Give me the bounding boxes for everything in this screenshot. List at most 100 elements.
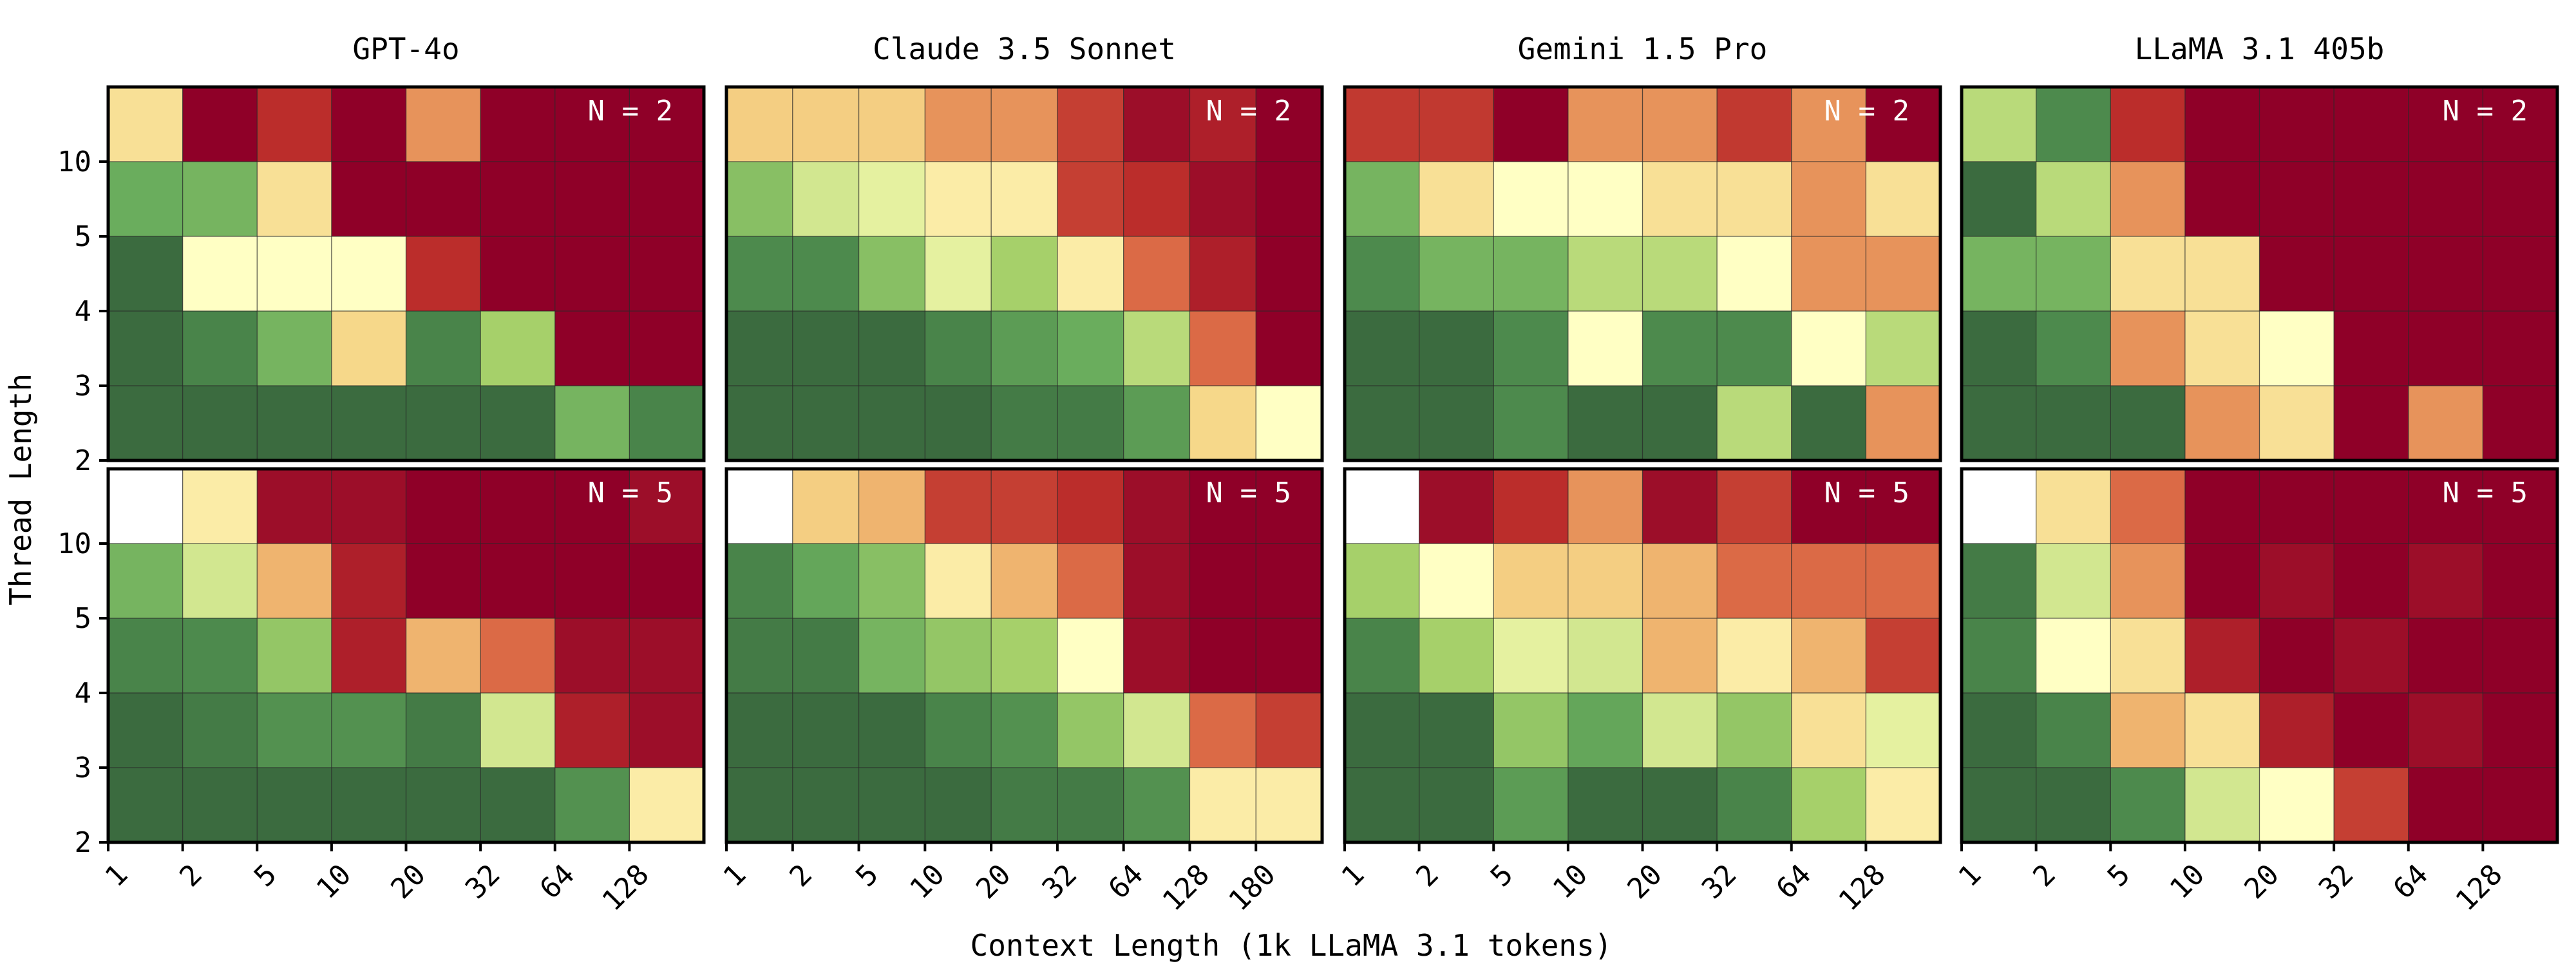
heatmap-cell [1123, 618, 1190, 694]
heatmap-cell [1057, 469, 1124, 544]
heatmap-cell [406, 469, 481, 544]
heatmap-cell [1717, 693, 1792, 768]
heatmap-cell [2184, 693, 2260, 768]
heatmap-cell [2259, 311, 2334, 386]
heatmap-cell [1962, 162, 2037, 237]
heatmap-cell [480, 618, 556, 694]
heatmap-cell [726, 469, 793, 544]
heatmap-cell [858, 618, 925, 694]
heatmap-cell [1791, 162, 1866, 237]
heatmap-cell [2036, 544, 2111, 619]
heatmap-cell [2483, 693, 2558, 768]
heatmap-cell [858, 469, 925, 544]
heatmap-cell [1866, 768, 1941, 843]
heatmap-cell [629, 469, 705, 544]
heatmap-cell [629, 236, 705, 312]
heatmap-cell [1189, 162, 1256, 237]
heatmap-cell [182, 87, 258, 162]
heatmap-cell [2408, 469, 2483, 544]
heatmap-cell [925, 87, 992, 162]
heatmap-cell [858, 544, 925, 619]
panel-frame [1343, 85, 1942, 462]
heatmap-cell [2483, 386, 2558, 461]
heatmap-cell [1642, 469, 1718, 544]
heatmap-cell [480, 386, 556, 461]
heatmap-cell [182, 618, 258, 694]
heatmap-cell [1567, 768, 1643, 843]
x-tick-label: 128 [1157, 858, 1216, 917]
panel-frame [106, 85, 706, 462]
heatmap-cell [108, 618, 184, 694]
heatmap-cell [925, 469, 992, 544]
heatmap-cell [1717, 469, 1792, 544]
heatmap-cell [2259, 768, 2334, 843]
heatmap-cell [182, 469, 258, 544]
heatmap-cell [1123, 768, 1190, 843]
heatmap-cell [1717, 768, 1792, 843]
heatmap-cell [1642, 618, 1718, 694]
heatmap-cell [991, 768, 1058, 843]
heatmap-cell [2036, 236, 2111, 312]
heatmap-cell [1866, 87, 1941, 162]
heatmap-cell [2184, 162, 2260, 237]
heatmap-cell [629, 311, 705, 386]
heatmap-cell [1189, 236, 1256, 312]
heatmap-cell [991, 544, 1058, 619]
heatmap-cell [1493, 311, 1569, 386]
heatmap-cell [480, 544, 556, 619]
heatmap-cell [1256, 311, 1323, 386]
heatmap-cell [108, 311, 184, 386]
heatmap-cell [1189, 544, 1256, 619]
heatmap-cell [1057, 236, 1124, 312]
heatmap-cell [108, 162, 184, 237]
heatmap-cell [792, 469, 860, 544]
heatmap-cell [629, 768, 705, 843]
heatmap-cell [1419, 162, 1494, 237]
heatmap-cell [2483, 311, 2558, 386]
heatmap-panel-1: N = 2 GPT-4o 10 5 4 3 2 [57, 32, 706, 477]
heatmap-cell [1419, 469, 1494, 544]
heatmap-cell [1419, 236, 1494, 312]
heatmap-cell [331, 386, 406, 461]
heatmap-cell [2110, 544, 2186, 619]
x-tick-label: 2 [1410, 858, 1445, 893]
heatmap-cell [2483, 768, 2558, 843]
x-tick-label: 20 [384, 858, 432, 905]
x-tick-label: 1 [1336, 858, 1371, 893]
heatmap-cell [1866, 693, 1941, 768]
heatmap-cell [1345, 618, 1420, 694]
heatmap-cell [858, 386, 925, 461]
heatmap-cell [182, 768, 258, 843]
heatmap-cell [792, 618, 860, 694]
heatmap-cell [1345, 162, 1420, 237]
heatmap-cell [182, 386, 258, 461]
heatmap-cell [406, 618, 481, 694]
heatmap-cell [2259, 386, 2334, 461]
heatmap-cell [726, 162, 793, 237]
heatmap-cell [1866, 544, 1941, 619]
heatmap-cell [1866, 469, 1941, 544]
heatmap-cell [1717, 544, 1792, 619]
heatmap-cell [331, 162, 406, 237]
heatmap-cell [2483, 236, 2558, 312]
heatmap-cell [1256, 768, 1323, 843]
heatmap-cell [182, 544, 258, 619]
panel-annotation: N = 2 [1824, 95, 1909, 128]
heatmap-cell [1567, 87, 1643, 162]
x-tick-label: 10 [310, 858, 358, 905]
heatmap-cell [629, 87, 705, 162]
heatmap-cell [1057, 544, 1124, 619]
heatmap-cell [1642, 311, 1718, 386]
heatmap-cell [991, 162, 1058, 237]
heatmap-cell [1642, 386, 1718, 461]
x-tick-label: 32 [1036, 858, 1084, 905]
x-tick-label: 64 [1103, 858, 1150, 905]
heatmap-cell [991, 618, 1058, 694]
heatmap-cell [554, 768, 630, 843]
heatmap-cell [2259, 87, 2334, 162]
x-tick-label: 32 [459, 858, 507, 905]
heatmap-cell [991, 693, 1058, 768]
y-tick-label: 2 [75, 826, 92, 859]
heatmap-cell [554, 469, 630, 544]
